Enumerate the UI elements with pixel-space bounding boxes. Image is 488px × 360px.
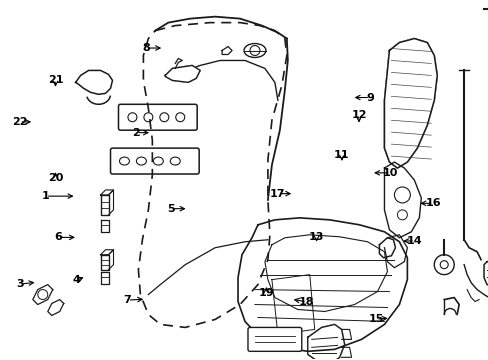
Polygon shape <box>483 260 488 285</box>
Polygon shape <box>307 324 344 360</box>
Text: 5: 5 <box>167 204 175 214</box>
Text: 20: 20 <box>48 173 63 183</box>
Text: 6: 6 <box>54 232 62 242</box>
Text: 7: 7 <box>123 295 131 305</box>
Text: 18: 18 <box>299 297 314 307</box>
Text: 22: 22 <box>12 117 27 127</box>
Text: 11: 11 <box>333 150 349 160</box>
Text: 3: 3 <box>17 279 24 289</box>
Text: 14: 14 <box>407 236 422 246</box>
Text: 15: 15 <box>367 314 383 324</box>
Text: 13: 13 <box>308 232 324 242</box>
Polygon shape <box>384 39 436 168</box>
Text: 19: 19 <box>258 288 274 298</box>
Text: 4: 4 <box>72 275 80 285</box>
Text: 12: 12 <box>350 111 366 121</box>
Text: 21: 21 <box>48 75 63 85</box>
Text: 17: 17 <box>269 189 285 199</box>
Text: 16: 16 <box>425 198 440 208</box>
Text: 2: 2 <box>132 128 140 138</box>
Text: 9: 9 <box>366 93 373 103</box>
FancyBboxPatch shape <box>247 328 301 351</box>
Text: 1: 1 <box>42 191 49 201</box>
Polygon shape <box>165 66 200 82</box>
Text: 8: 8 <box>142 43 150 53</box>
Text: 10: 10 <box>382 168 398 178</box>
Polygon shape <box>379 238 395 258</box>
